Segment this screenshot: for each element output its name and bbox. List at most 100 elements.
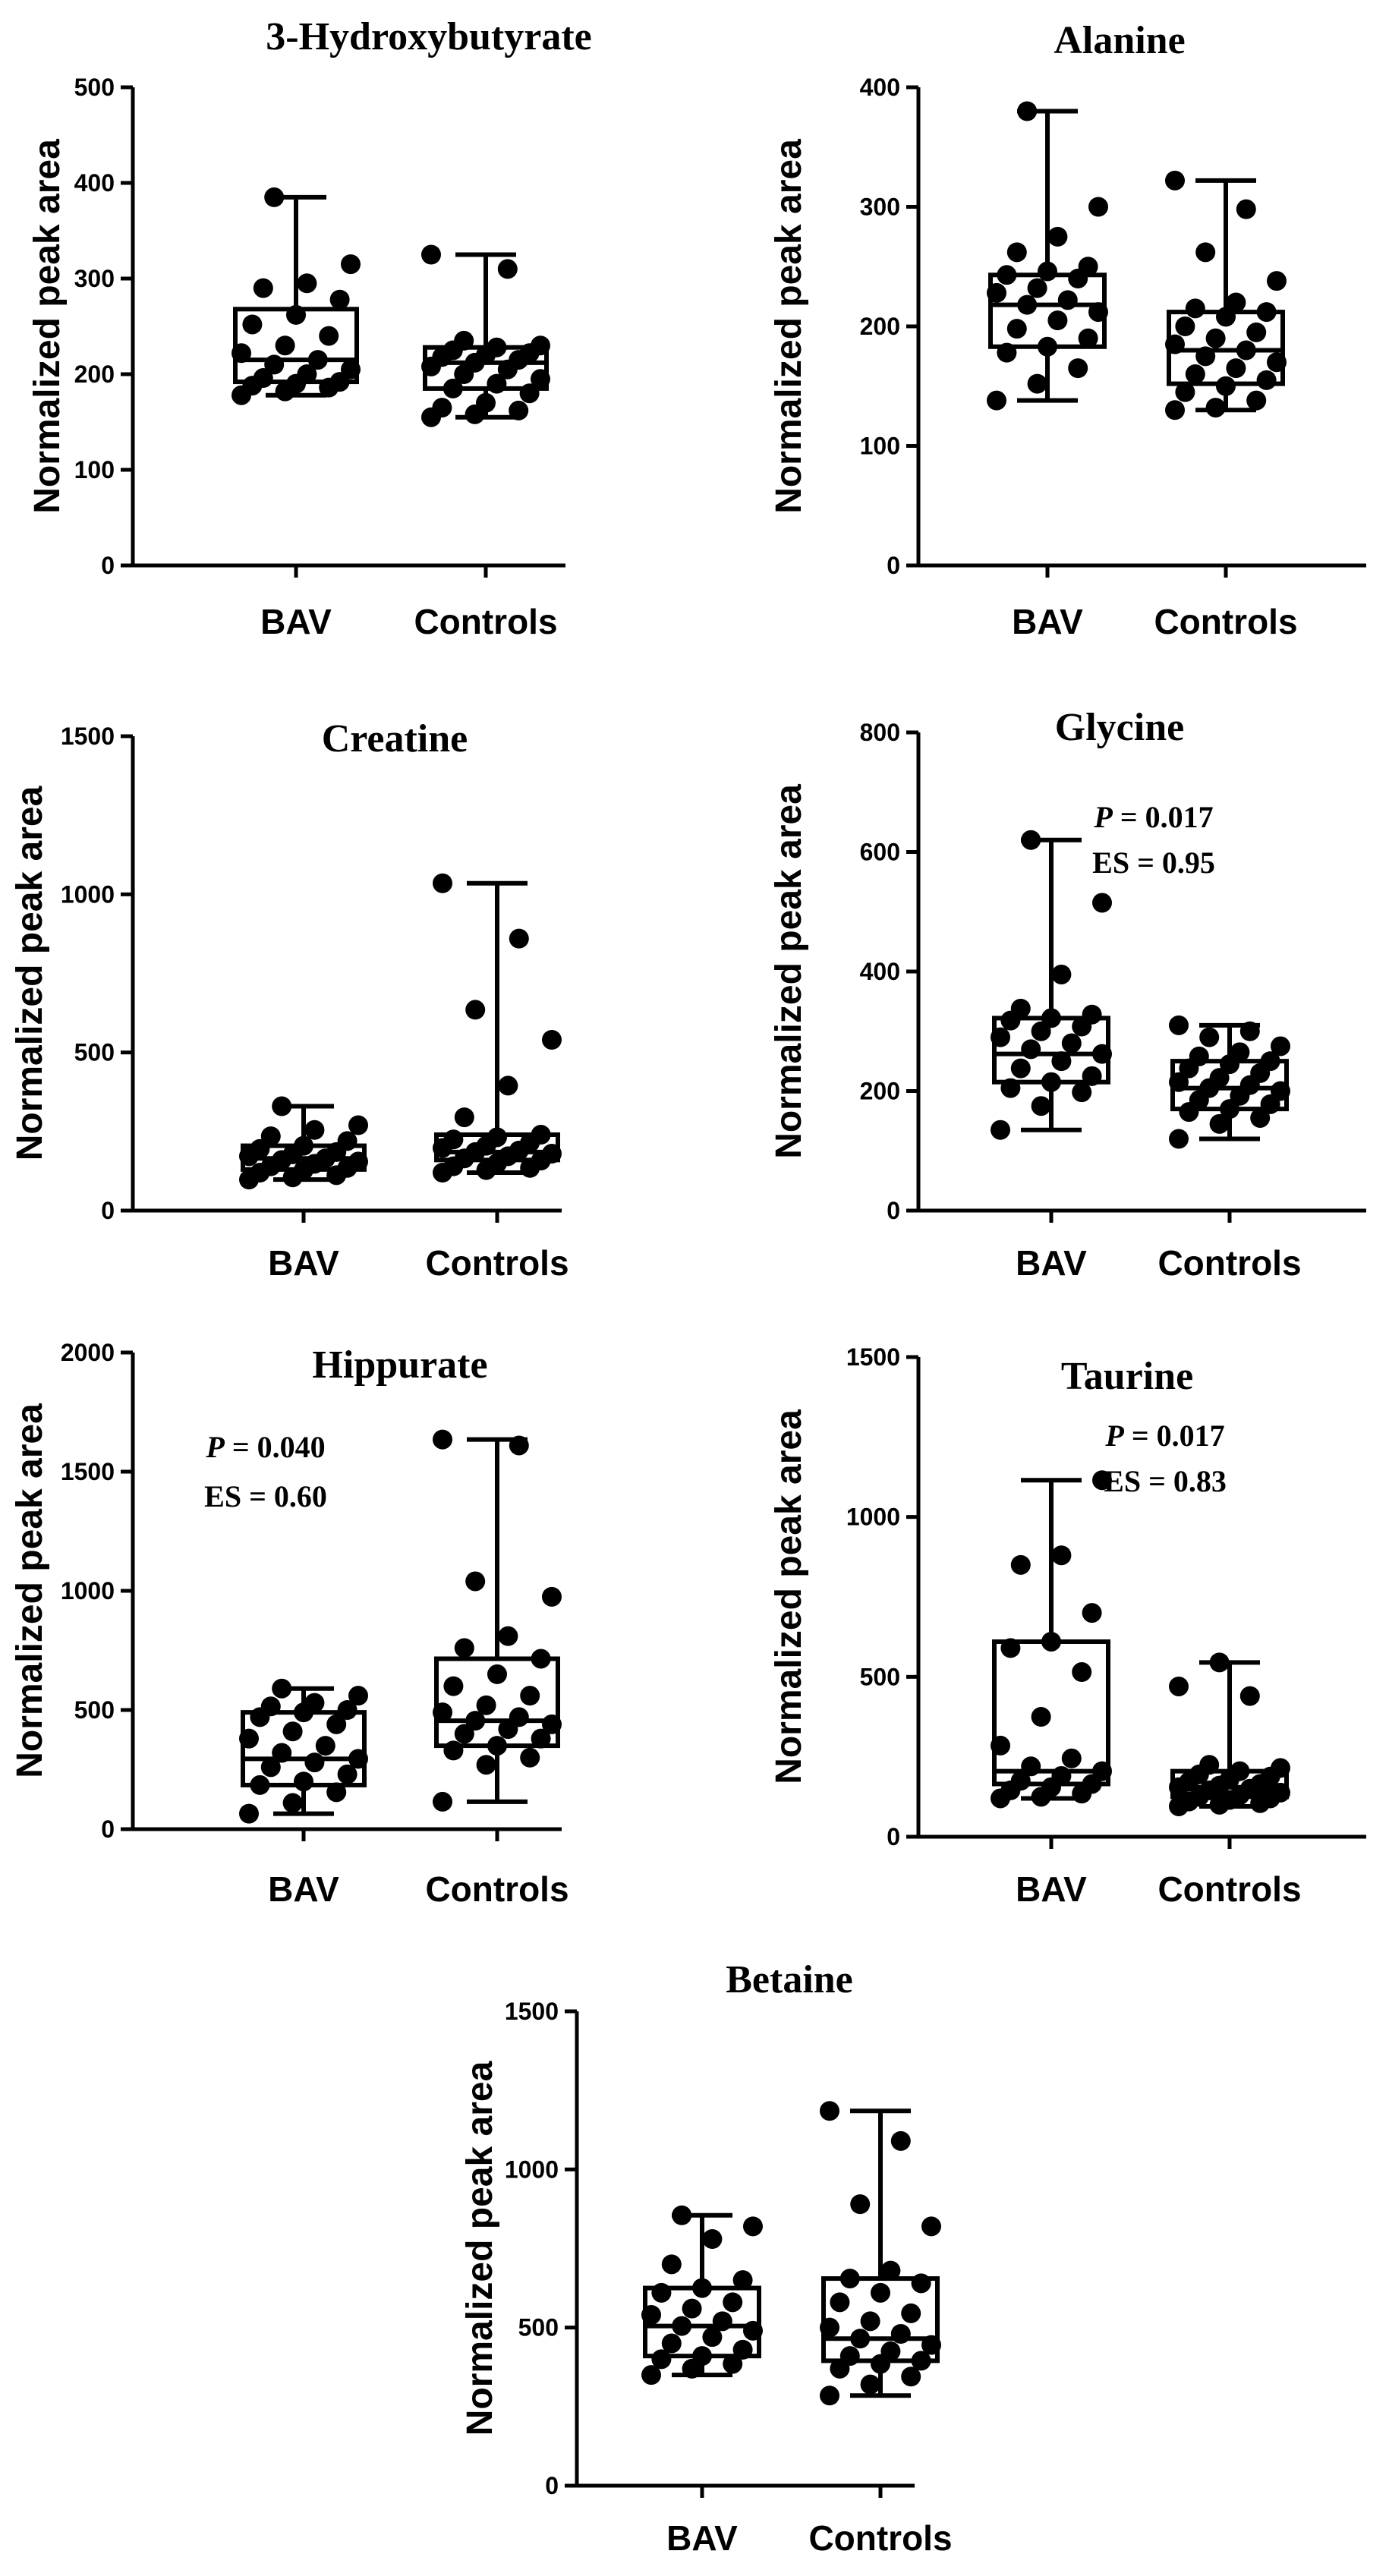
data-point: [1189, 1046, 1209, 1066]
data-point: [286, 304, 306, 325]
data-point: [1226, 292, 1246, 313]
x-tick-label: BAV: [1016, 1243, 1087, 1283]
data-point: [1175, 382, 1195, 402]
data-point: [820, 2101, 839, 2121]
data-point: [1256, 302, 1277, 323]
data-point: [341, 254, 361, 275]
data-point: [860, 2311, 880, 2332]
data-point: [723, 2292, 743, 2313]
data-point: [264, 187, 285, 207]
x-tick-label: BAV: [666, 2518, 738, 2558]
p-value-annotation: P = 0.017: [1104, 1419, 1224, 1453]
data-point: [839, 2346, 860, 2367]
p-symbol: P: [205, 1430, 225, 1464]
data-point: [476, 392, 496, 413]
data-point: [1021, 1756, 1041, 1777]
data-point: [820, 2385, 839, 2406]
data-point: [1000, 1638, 1021, 1658]
data-point: [282, 1721, 303, 1742]
data-point: [1205, 398, 1226, 418]
data-point: [1165, 170, 1185, 191]
chart-title: Glycine: [1055, 706, 1184, 749]
y-tick-label: 500: [74, 74, 115, 101]
data-point: [1271, 1036, 1290, 1057]
data-point: [454, 1724, 474, 1744]
data-point: [294, 1771, 313, 1792]
data-point: [432, 398, 452, 418]
data-point: [433, 1702, 452, 1723]
data-point: [1165, 334, 1185, 354]
y-axis-label: Normalized peak area: [769, 139, 809, 514]
data-point: [921, 2335, 941, 2355]
data-point: [497, 259, 518, 279]
effect-size-annotation: ES = 0.83: [1104, 1464, 1227, 1498]
data-point: [465, 1000, 486, 1020]
data-point: [1061, 1748, 1082, 1768]
p-value-annotation: P = 0.017: [1093, 800, 1213, 834]
data-point: [531, 335, 550, 356]
x-tick-label: BAV: [268, 1869, 339, 1909]
data-point: [1038, 336, 1057, 357]
data-point: [651, 2349, 672, 2370]
chart-title: 3-Hydroxybutyrate: [266, 15, 591, 58]
data-point: [272, 1678, 292, 1699]
y-tick-label: 500: [860, 1663, 900, 1690]
data-point: [454, 1638, 474, 1658]
data-point: [1256, 370, 1277, 390]
p-value: = 0.017: [1124, 1419, 1225, 1453]
data-point: [531, 1125, 551, 1145]
data-point: [712, 2311, 732, 2332]
y-tick-label: 400: [860, 958, 900, 985]
data-point: [1031, 1707, 1051, 1727]
data-point: [242, 314, 263, 335]
data-point: [732, 2270, 753, 2291]
data-point: [672, 2316, 692, 2336]
data-point: [1216, 376, 1236, 396]
data-point: [1195, 242, 1216, 263]
data-point: [1047, 226, 1068, 247]
chart-panel: Betaine Normalized peak area 0 500 1000 1500 B…: [460, 1958, 953, 2558]
data-point: [890, 2324, 911, 2344]
data-point: [304, 1693, 325, 1713]
chart-panel: 3-Hydroxybutyrate Normalized peak area 0 10…: [27, 15, 592, 641]
effect-size-annotation: ES = 0.60: [204, 1479, 327, 1513]
data-point: [329, 289, 350, 310]
data-point: [465, 1571, 486, 1592]
data-point: [542, 1144, 562, 1164]
effect-size-annotation: ES = 0.95: [1092, 846, 1215, 880]
data-point: [337, 1131, 357, 1151]
data-point: [264, 354, 285, 375]
x-tick-label: Controls: [1158, 1243, 1301, 1283]
data-point: [987, 390, 1006, 411]
chart-panel: Hippurate Normalized peak area 0 500 1000 150…: [10, 1339, 569, 1909]
data-point: [315, 1736, 335, 1756]
data-point: [326, 1782, 347, 1803]
data-point: [348, 1151, 368, 1172]
data-point: [1041, 1631, 1061, 1652]
y-tick-label: 800: [860, 719, 900, 746]
data-point: [465, 1711, 486, 1731]
data-point: [498, 1626, 518, 1646]
data-point: [509, 928, 529, 949]
x-tick-label: Controls: [1154, 602, 1297, 641]
data-point: [348, 1749, 368, 1769]
data-point: [297, 273, 317, 294]
data-point: [1047, 310, 1068, 331]
data-point: [1006, 242, 1027, 263]
data-point: [1017, 294, 1038, 315]
data-point: [487, 373, 507, 394]
data-point: [1082, 1603, 1102, 1623]
data-point: [337, 1764, 357, 1784]
data-point: [997, 265, 1017, 285]
chart-title: Creatine: [322, 717, 468, 761]
data-point: [641, 2365, 661, 2385]
data-point: [348, 1686, 368, 1706]
data-point: [498, 1075, 518, 1096]
data-point: [260, 1126, 281, 1147]
y-tick-label: 100: [74, 456, 115, 483]
data-point: [1092, 1044, 1112, 1064]
y-tick-label: 2000: [61, 1339, 115, 1366]
y-tick-label: 400: [74, 169, 115, 197]
